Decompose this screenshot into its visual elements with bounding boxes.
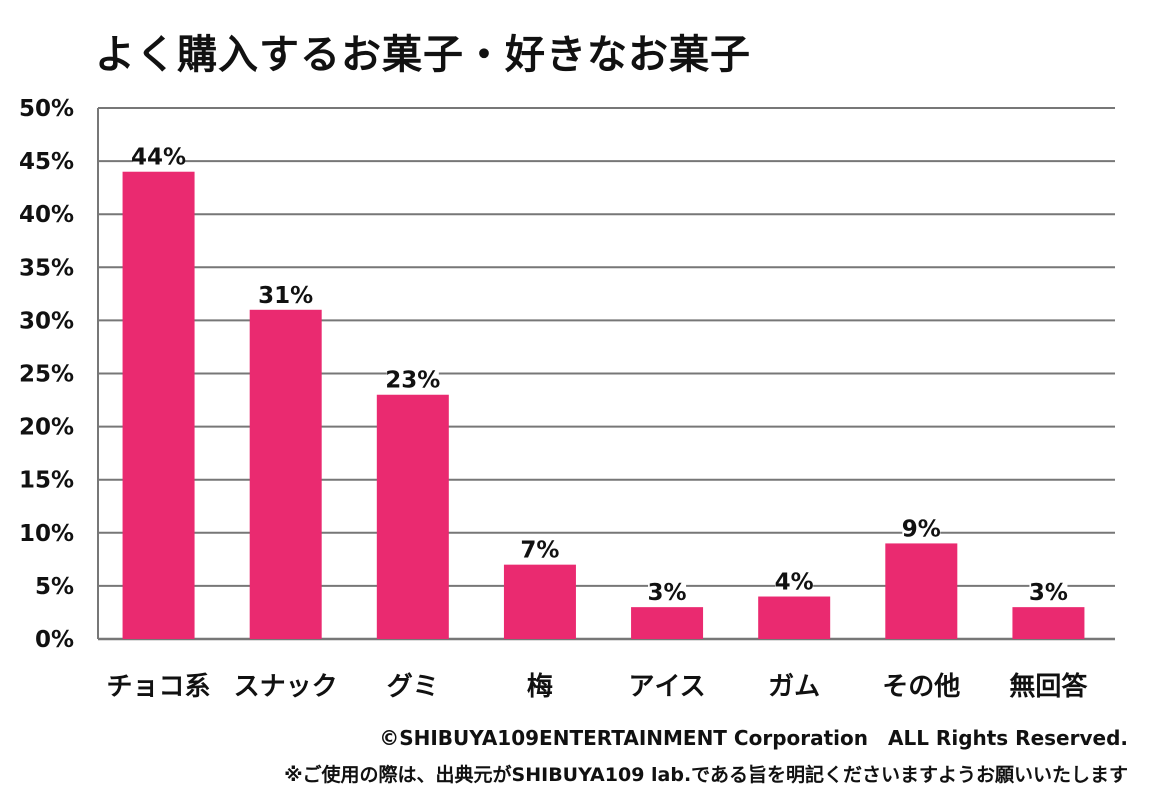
- bar: [249, 309, 322, 639]
- bar: [885, 543, 958, 639]
- category-label: 梅: [527, 671, 553, 702]
- data-label: 31%: [258, 283, 313, 309]
- y-tick-label: 15%: [19, 468, 74, 494]
- bar: [122, 171, 195, 639]
- y-tick-label: 25%: [19, 362, 74, 388]
- category-label: スナック: [234, 672, 338, 702]
- category-label: アイス: [628, 672, 705, 702]
- category-labels: チョコ系 スナック グミ 梅 アイス ガム その他 無回答: [107, 671, 1089, 702]
- data-label: 23%: [385, 368, 440, 394]
- data-label: 4%: [775, 570, 814, 596]
- category-label: 無回答: [1009, 671, 1088, 702]
- data-labels: 44% 31% 23% 7% 3% 4% 9% 3%: [131, 143, 1068, 606]
- bar: [503, 564, 576, 639]
- data-label: 9%: [902, 516, 941, 542]
- bar: [631, 607, 704, 639]
- y-tick-label: 30%: [19, 308, 74, 334]
- bar: [758, 596, 831, 639]
- category-label: グミ: [387, 672, 439, 702]
- y-tick-label: 50%: [19, 96, 74, 122]
- data-label-bg: [386, 366, 439, 391]
- usage-note-text: ※ご使用の際は、出典元がSHIBUYA109 lab.である旨を明記くださいます…: [284, 764, 1128, 786]
- data-label-bg: [132, 143, 185, 168]
- bar: [376, 394, 449, 639]
- data-label: 44%: [131, 145, 186, 171]
- bars: [122, 171, 1085, 639]
- category-label: ガム: [768, 672, 820, 702]
- bar: [1012, 607, 1085, 639]
- data-label-bg: [259, 281, 312, 306]
- category-label: その他: [882, 672, 960, 702]
- y-tick-label: 35%: [19, 255, 74, 281]
- copyright-text: ©SHIBUYA109ENTERTAINMENT Corporation ALL…: [379, 726, 1128, 750]
- data-label: 3%: [648, 580, 687, 606]
- y-axis-ticks: 0% 5% 10% 15% 20% 25% 30% 35% 40% 45% 50%: [19, 96, 74, 653]
- data-label-bg: [1029, 579, 1068, 604]
- y-tick-label: 5%: [35, 574, 74, 600]
- data-label-bg: [648, 579, 687, 604]
- y-tick-label: 40%: [19, 202, 74, 228]
- chart-title: よく購入するお菓子・好きなお菓子: [95, 32, 751, 78]
- y-tick-label: 0%: [35, 627, 74, 653]
- category-label: チョコ系: [107, 672, 211, 702]
- data-label: 3%: [1029, 580, 1068, 606]
- data-label: 7%: [520, 538, 559, 564]
- data-label-bg: [775, 568, 814, 593]
- data-label-bg: [520, 536, 559, 561]
- data-label-bg: [902, 515, 941, 540]
- y-tick-label: 45%: [19, 149, 74, 175]
- y-tick-label: 20%: [19, 415, 74, 441]
- y-tick-label: 10%: [19, 521, 74, 547]
